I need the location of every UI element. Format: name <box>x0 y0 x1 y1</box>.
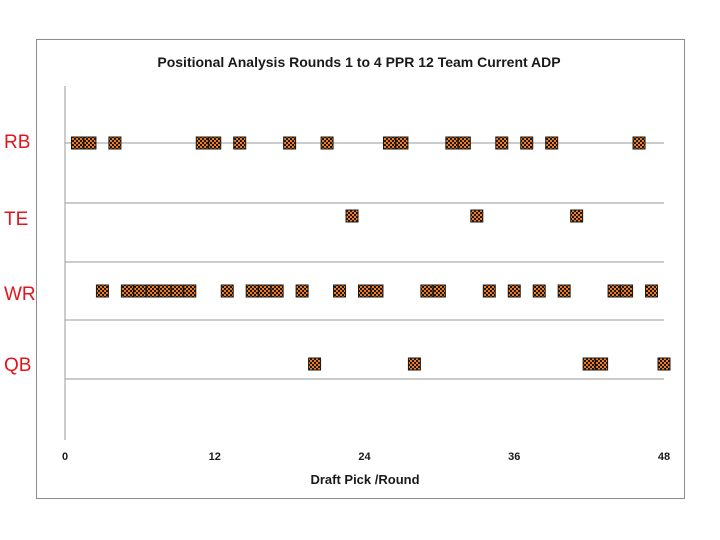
data-point-rb <box>382 136 396 150</box>
data-point-rb <box>520 136 534 150</box>
data-point-rb <box>320 136 334 150</box>
data-point-wr <box>358 284 371 298</box>
x-tick-label: 12 <box>209 451 221 463</box>
data-point-wr <box>645 284 659 298</box>
data-point-te <box>470 209 484 223</box>
data-point-rb <box>70 136 84 150</box>
data-point-rb <box>195 136 209 150</box>
data-point-qb <box>595 357 609 371</box>
data-point-wr <box>620 284 634 298</box>
data-point-rb <box>545 136 559 150</box>
data-point-wr <box>270 284 284 298</box>
data-point-rb <box>445 136 459 150</box>
data-point-wr <box>133 284 147 298</box>
data-point-wr <box>220 284 234 298</box>
data-point-wr <box>557 284 571 298</box>
data-point-wr <box>245 284 259 298</box>
category-label-wr: WR <box>4 284 36 305</box>
data-point-wr <box>507 284 521 298</box>
data-point-wr <box>420 284 434 298</box>
data-point-rb <box>283 136 297 150</box>
data-point-rb <box>108 136 122 150</box>
data-point-te <box>570 209 584 223</box>
data-point-rb <box>495 136 509 150</box>
data-point-wr <box>607 284 621 298</box>
chart-title: Positional Analysis Rounds 1 to 4 PPR 12… <box>157 54 560 70</box>
data-point-wr <box>333 284 347 298</box>
category-label-rb: RB <box>4 132 31 153</box>
data-point-rb <box>395 136 409 150</box>
data-point-te <box>345 209 359 223</box>
x-tick-label: 24 <box>358 451 371 463</box>
data-point-rb <box>208 136 222 150</box>
category-label-qb: QB <box>4 355 32 376</box>
x-tick-label: 36 <box>508 451 520 463</box>
data-point-wr <box>158 284 172 298</box>
x-axis-label: Draft Pick /Round <box>310 472 419 487</box>
data-point-rb <box>83 136 97 150</box>
data-point-wr <box>183 284 197 298</box>
data-point-rb <box>233 136 247 150</box>
data-point-qb <box>407 357 421 371</box>
category-label-te: TE <box>4 209 29 230</box>
x-tick-label: 0 <box>62 451 68 463</box>
data-point-wr <box>432 284 446 298</box>
data-point-wr <box>145 284 159 298</box>
data-point-wr <box>95 284 109 298</box>
x-tick-label: 48 <box>658 451 670 463</box>
data-point-wr <box>170 284 184 298</box>
data-point-rb <box>632 136 646 150</box>
data-point-wr <box>370 284 384 298</box>
data-point-wr <box>120 284 134 298</box>
data-point-qb <box>657 357 671 371</box>
data-point-wr <box>295 284 309 298</box>
data-point-qb <box>308 357 322 371</box>
data-point-wr <box>258 284 272 298</box>
data-point-rb <box>457 136 471 150</box>
data-point-qb <box>582 357 596 371</box>
data-point-wr <box>532 284 546 298</box>
data-point-wr <box>482 284 496 298</box>
chart-frame <box>36 39 685 499</box>
